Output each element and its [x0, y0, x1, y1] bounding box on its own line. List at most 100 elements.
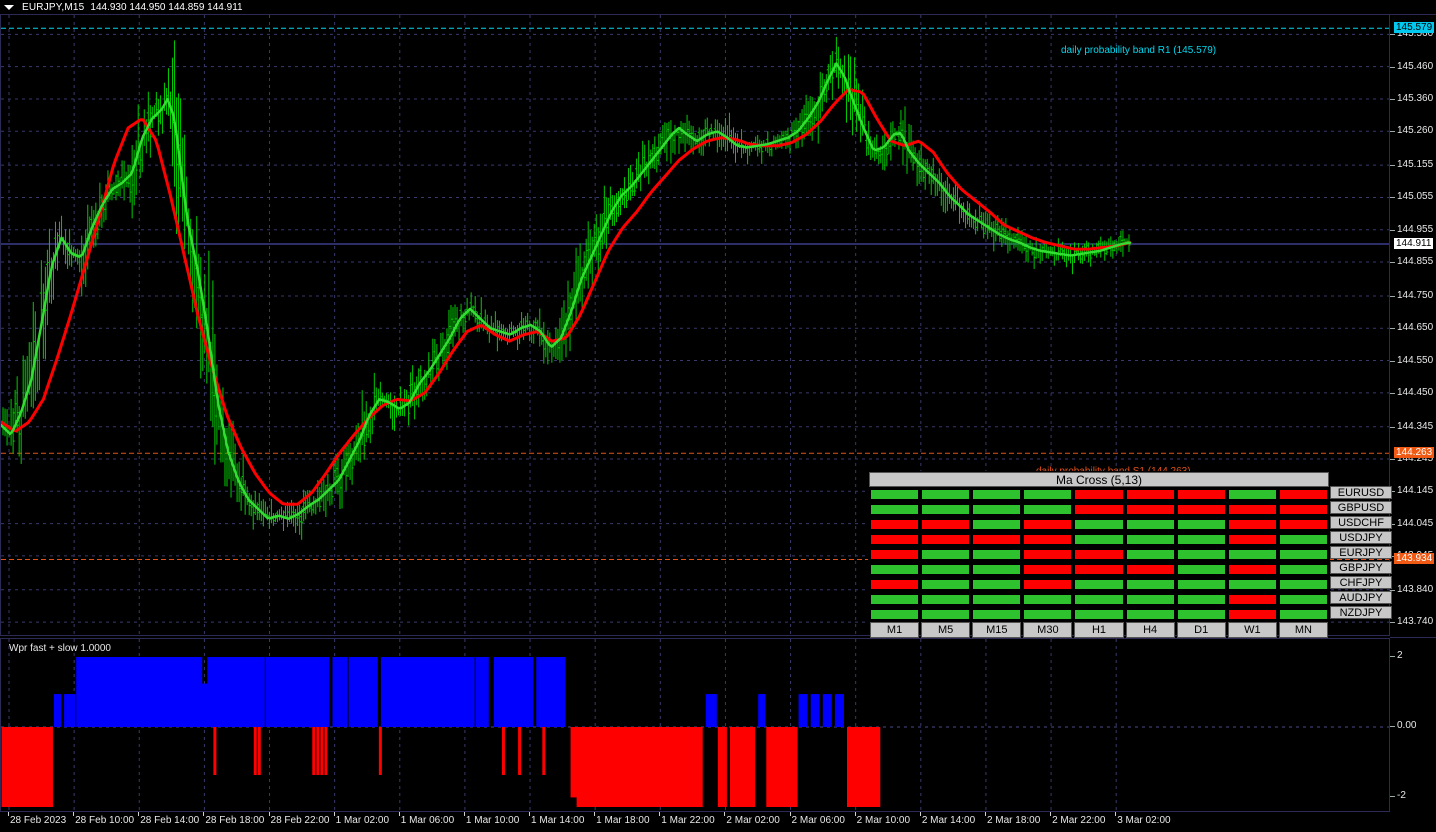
ma-cross-cell-usdchf-d1[interactable]	[1176, 519, 1226, 530]
ma-cross-cell-eurusd-m5[interactable]	[921, 489, 971, 500]
ma-cross-cell-gbpusd-d1[interactable]	[1176, 504, 1226, 515]
ma-cross-cell-gbpusd-m15[interactable]	[972, 504, 1022, 515]
chevron-down-icon[interactable]	[4, 4, 14, 10]
ma-cross-cell-usdjpy-m1[interactable]	[870, 534, 920, 545]
ma-cross-cell-nzdjpy-d1[interactable]	[1176, 609, 1226, 620]
ma-cross-cell-usdchf-mn[interactable]	[1278, 519, 1328, 530]
ma-cross-cell-eurusd-h1[interactable]	[1074, 489, 1124, 500]
ma-cross-cell-gbpjpy-mn[interactable]	[1278, 564, 1328, 575]
ma-cross-cell-gbpjpy-m30[interactable]	[1023, 564, 1073, 575]
ma-cross-cell-gbpjpy-h1[interactable]	[1074, 564, 1124, 575]
ma-cross-pair-eurusd[interactable]: EURUSD	[1330, 486, 1392, 499]
ma-cross-cell-eurjpy-mn[interactable]	[1278, 549, 1328, 560]
ma-cross-cell-gbpusd-w1[interactable]	[1227, 504, 1277, 515]
ma-cross-cell-nzdjpy-w1[interactable]	[1227, 609, 1277, 620]
ma-cross-cell-gbpusd-mn[interactable]	[1278, 504, 1328, 515]
ma-cross-cell-audjpy-m5[interactable]	[921, 594, 971, 605]
ma-cross-cell-chfjpy-h1[interactable]	[1074, 579, 1124, 590]
ma-cross-cell-eurusd-m1[interactable]	[870, 489, 920, 500]
wpr-indicator-pane[interactable]: Wpr fast + slow 1.0000	[0, 638, 1390, 812]
ma-cross-cell-usdchf-w1[interactable]	[1227, 519, 1277, 530]
ma-cross-cell-usdjpy-h4[interactable]	[1125, 534, 1175, 545]
ma-cross-cell-chfjpy-mn[interactable]	[1278, 579, 1328, 590]
time-axis[interactable]: 28 Feb 2023 28 Feb 10:00 28 Feb 14:00 28 Fe…	[0, 812, 1436, 832]
ma-cross-timeframe-h1[interactable]: H1	[1074, 622, 1124, 638]
ma-cross-cell-chfjpy-d1[interactable]	[1176, 579, 1226, 590]
ma-cross-cell-gbpusd-h1[interactable]	[1074, 504, 1124, 515]
ma-cross-pair-chfjpy[interactable]: CHFJPY	[1330, 576, 1392, 589]
ma-cross-cell-nzdjpy-m15[interactable]	[972, 609, 1022, 620]
ma-cross-cell-audjpy-h1[interactable]	[1074, 594, 1124, 605]
ma-cross-cell-chfjpy-m15[interactable]	[972, 579, 1022, 590]
ma-cross-cell-audjpy-m1[interactable]	[870, 594, 920, 605]
ma-cross-cell-gbpjpy-d1[interactable]	[1176, 564, 1226, 575]
ma-cross-cell-eurusd-mn[interactable]	[1278, 489, 1328, 500]
ma-cross-cell-nzdjpy-mn[interactable]	[1278, 609, 1328, 620]
ma-cross-panel[interactable]: Ma Cross (5,13) M1 M5 M15 M30 H1 H4 D1 W1 MN	[868, 471, 1330, 638]
ma-cross-cell-usdchf-m30[interactable]	[1023, 519, 1073, 530]
ma-cross-cell-chfjpy-h4[interactable]	[1125, 579, 1175, 590]
price-axis[interactable]: 145.560 145.460 145.360 145.260 145.155 145.0…	[1390, 14, 1436, 638]
ma-cross-cell-eurjpy-m5[interactable]	[921, 549, 971, 560]
ma-cross-cell-eurjpy-h4[interactable]	[1125, 549, 1175, 560]
ma-cross-cell-nzdjpy-m30[interactable]	[1023, 609, 1073, 620]
ma-cross-cell-nzdjpy-m5[interactable]	[921, 609, 971, 620]
ma-cross-cell-gbpjpy-w1[interactable]	[1227, 564, 1277, 575]
ma-cross-cell-usdchf-m15[interactable]	[972, 519, 1022, 530]
ma-cross-pair-nzdjpy[interactable]: NZDJPY	[1330, 606, 1392, 619]
ma-cross-timeframe-mn[interactable]: MN	[1278, 622, 1328, 638]
ma-cross-cell-eurusd-d1[interactable]	[1176, 489, 1226, 500]
ma-cross-timeframe-m30[interactable]: M30	[1023, 622, 1073, 638]
ma-cross-cell-usdjpy-h1[interactable]	[1074, 534, 1124, 545]
ma-cross-cell-chfjpy-m30[interactable]	[1023, 579, 1073, 590]
ma-cross-cell-gbpusd-m30[interactable]	[1023, 504, 1073, 515]
ma-cross-timeframe-m5[interactable]: M5	[921, 622, 971, 638]
ma-cross-pair-gbpusd[interactable]: GBPUSD	[1330, 501, 1392, 514]
ma-cross-cell-eurjpy-m15[interactable]	[972, 549, 1022, 560]
ma-cross-cell-usdjpy-m15[interactable]	[972, 534, 1022, 545]
ma-cross-cell-usdchf-m1[interactable]	[870, 519, 920, 530]
ma-cross-cell-eurjpy-m30[interactable]	[1023, 549, 1073, 560]
ma-cross-cell-eurusd-w1[interactable]	[1227, 489, 1277, 500]
ma-cross-cell-usdchf-h4[interactable]	[1125, 519, 1175, 530]
ma-cross-cell-eurjpy-m1[interactable]	[870, 549, 920, 560]
ma-cross-timeframe-m1[interactable]: M1	[870, 622, 920, 638]
ma-cross-pair-usdjpy[interactable]: USDJPY	[1330, 531, 1392, 544]
ma-cross-timeframe-h4[interactable]: H4	[1125, 622, 1175, 638]
ma-cross-cell-usdchf-h1[interactable]	[1074, 519, 1124, 530]
ma-cross-cell-gbpusd-m1[interactable]	[870, 504, 920, 515]
ma-cross-cell-usdjpy-m5[interactable]	[921, 534, 971, 545]
ma-cross-cell-gbpusd-h4[interactable]	[1125, 504, 1175, 515]
ma-cross-cell-usdjpy-d1[interactable]	[1176, 534, 1226, 545]
ma-cross-cell-eurusd-m15[interactable]	[972, 489, 1022, 500]
ma-cross-cell-usdchf-m5[interactable]	[921, 519, 971, 530]
ma-cross-cell-audjpy-m15[interactable]	[972, 594, 1022, 605]
ma-cross-timeframe-row[interactable]: M1 M5 M15 M30 H1 H4 D1 W1 MN	[869, 622, 1329, 638]
ma-cross-cell-audjpy-mn[interactable]	[1278, 594, 1328, 605]
ma-cross-cell-gbpjpy-h4[interactable]	[1125, 564, 1175, 575]
ma-cross-pair-audjpy[interactable]: AUDJPY	[1330, 591, 1392, 604]
ma-cross-cell-nzdjpy-m1[interactable]	[870, 609, 920, 620]
ma-cross-pair-gbpjpy[interactable]: GBPJPY	[1330, 561, 1392, 574]
ma-cross-cell-gbpjpy-m1[interactable]	[870, 564, 920, 575]
ma-cross-cell-usdjpy-w1[interactable]	[1227, 534, 1277, 545]
ma-cross-cell-gbpusd-m5[interactable]	[921, 504, 971, 515]
ma-cross-timeframe-w1[interactable]: W1	[1227, 622, 1277, 638]
ma-cross-pair-usdchf[interactable]: USDCHF	[1330, 516, 1392, 529]
ma-cross-timeframe-d1[interactable]: D1	[1176, 622, 1226, 638]
ma-cross-cell-eurjpy-w1[interactable]	[1227, 549, 1277, 560]
ma-cross-cell-audjpy-d1[interactable]	[1176, 594, 1226, 605]
ma-cross-cell-chfjpy-m1[interactable]	[870, 579, 920, 590]
ma-cross-cell-audjpy-h4[interactable]	[1125, 594, 1175, 605]
ma-cross-cell-gbpjpy-m5[interactable]	[921, 564, 971, 575]
ma-cross-cell-nzdjpy-h1[interactable]	[1074, 609, 1124, 620]
ma-cross-cell-eurjpy-d1[interactable]	[1176, 549, 1226, 560]
ma-cross-cell-eurusd-h4[interactable]	[1125, 489, 1175, 500]
ma-cross-cell-chfjpy-m5[interactable]	[921, 579, 971, 590]
ma-cross-cell-eurjpy-h1[interactable]	[1074, 549, 1124, 560]
ma-cross-cell-audjpy-w1[interactable]	[1227, 594, 1277, 605]
ma-cross-cell-chfjpy-w1[interactable]	[1227, 579, 1277, 590]
ma-cross-cell-usdjpy-m30[interactable]	[1023, 534, 1073, 545]
ma-cross-pair-eurjpy[interactable]: EURJPY	[1330, 546, 1392, 559]
ma-cross-timeframe-m15[interactable]: M15	[972, 622, 1022, 638]
